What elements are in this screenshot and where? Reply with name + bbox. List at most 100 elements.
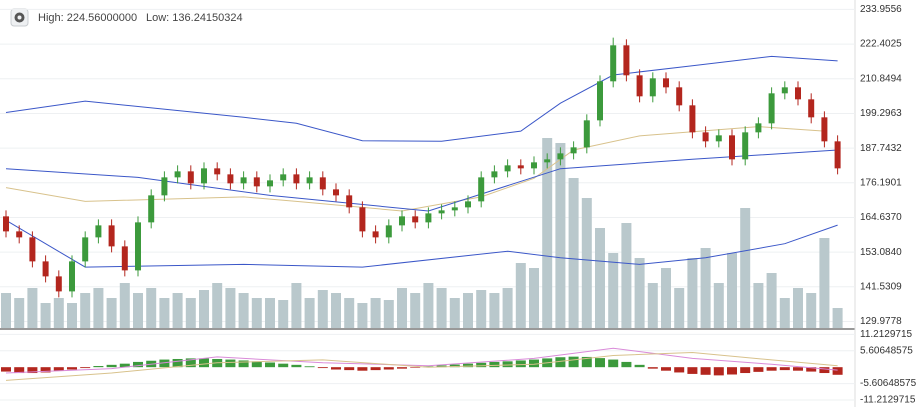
macd-bar (647, 367, 658, 369)
macd-bar (502, 361, 513, 368)
macd-tick-label: 11.2129715 (860, 329, 913, 340)
candle-body (148, 195, 155, 223)
candle-body (781, 87, 788, 94)
volume-bar (331, 293, 341, 328)
candle-body (729, 135, 735, 160)
overlay-line (5, 55, 838, 142)
y-tick-label: 187.7432 (860, 143, 902, 154)
candle-body (702, 132, 709, 142)
volume-bar (779, 298, 790, 328)
y-tick-label: 199.2963 (860, 108, 902, 119)
candle-body (531, 162, 537, 169)
volume-bar (397, 288, 407, 328)
candle-body (478, 177, 485, 202)
macd-bar (40, 367, 51, 373)
macd-tick-label: 5.60648575 (860, 345, 913, 356)
macd-bar (251, 361, 262, 368)
macd-bar (278, 363, 289, 368)
candle-body (742, 132, 749, 160)
macd-bar (595, 358, 605, 368)
candle-body (306, 177, 313, 184)
candle-body (280, 174, 287, 181)
candle-body (412, 216, 419, 223)
volume-bar (93, 288, 104, 328)
candle-body (438, 210, 445, 214)
volume-bar (80, 293, 91, 328)
candle-body (385, 225, 392, 238)
volume-bar (1, 293, 11, 328)
macd-histogram (1, 356, 843, 376)
candle-body (253, 177, 260, 187)
volume-bar (383, 300, 394, 328)
candle-body (768, 93, 775, 124)
volume-bar (159, 298, 170, 328)
macd-bar (727, 367, 737, 375)
volume-bar (595, 228, 605, 328)
volume-bar (674, 288, 685, 328)
y-tick-label: 222.4025 (860, 39, 902, 50)
volume-bar (212, 283, 223, 328)
candle-body (570, 147, 577, 154)
volume-bar (740, 208, 751, 328)
candle-body (201, 168, 207, 184)
candle-body (808, 99, 815, 118)
macd-bar (529, 359, 539, 368)
volume-bar (529, 268, 539, 328)
volume-bar (449, 298, 460, 328)
candle-body (557, 153, 564, 160)
volume-bar (661, 268, 671, 328)
volume-bar (14, 298, 25, 328)
macd-bar (185, 358, 196, 368)
macd-bar (331, 367, 341, 370)
volume-bar (581, 198, 592, 328)
macd-bar (133, 361, 143, 368)
macd-bar (265, 362, 275, 368)
candle-body (121, 246, 128, 271)
macd-bar (463, 363, 473, 368)
macd-bar (806, 367, 817, 372)
volume-bar (713, 283, 724, 328)
volume-bar (700, 248, 711, 328)
volume-bar (53, 298, 64, 328)
macd-bar (67, 367, 77, 370)
macd-bar (172, 358, 183, 368)
macd-line (5, 351, 838, 381)
volume-bar (317, 290, 328, 328)
candle-body (227, 174, 234, 184)
macd-bar (383, 367, 394, 370)
candle-body (544, 159, 551, 163)
volume-bar (146, 288, 157, 328)
y-tick-label: 129.9778 (860, 316, 902, 327)
settings-icon[interactable] (10, 8, 29, 27)
volume-bar (832, 308, 843, 328)
candle-body (834, 141, 841, 169)
volume-bar (436, 288, 447, 328)
macd-bar (674, 367, 685, 373)
candle-body (821, 117, 828, 142)
candle-body (319, 177, 326, 190)
volume-bar (278, 300, 289, 328)
volume-bar (357, 303, 368, 328)
macd-bar (410, 367, 421, 368)
candle-body (82, 237, 89, 262)
macd-tick-label: -5.60648575 (860, 378, 916, 389)
macd-bar (370, 367, 381, 371)
candle-body (3, 216, 9, 232)
macd-bar (634, 364, 645, 368)
macd-bar (515, 360, 526, 368)
low-label: Low: 136.24150324 (146, 12, 243, 24)
grid (0, 8, 855, 401)
macd-bar (159, 359, 170, 368)
macd-bar (700, 367, 711, 375)
volume-bar (304, 298, 315, 328)
macd-bar (489, 361, 500, 368)
macd-bar (80, 367, 91, 369)
macd-bar (317, 367, 328, 369)
candle-body (108, 225, 115, 247)
y-tick-label: 210.8494 (860, 73, 902, 84)
volume-bar (225, 288, 236, 328)
volume-bar (238, 293, 249, 328)
volume-bar (489, 293, 500, 328)
macd-bar (436, 365, 447, 368)
